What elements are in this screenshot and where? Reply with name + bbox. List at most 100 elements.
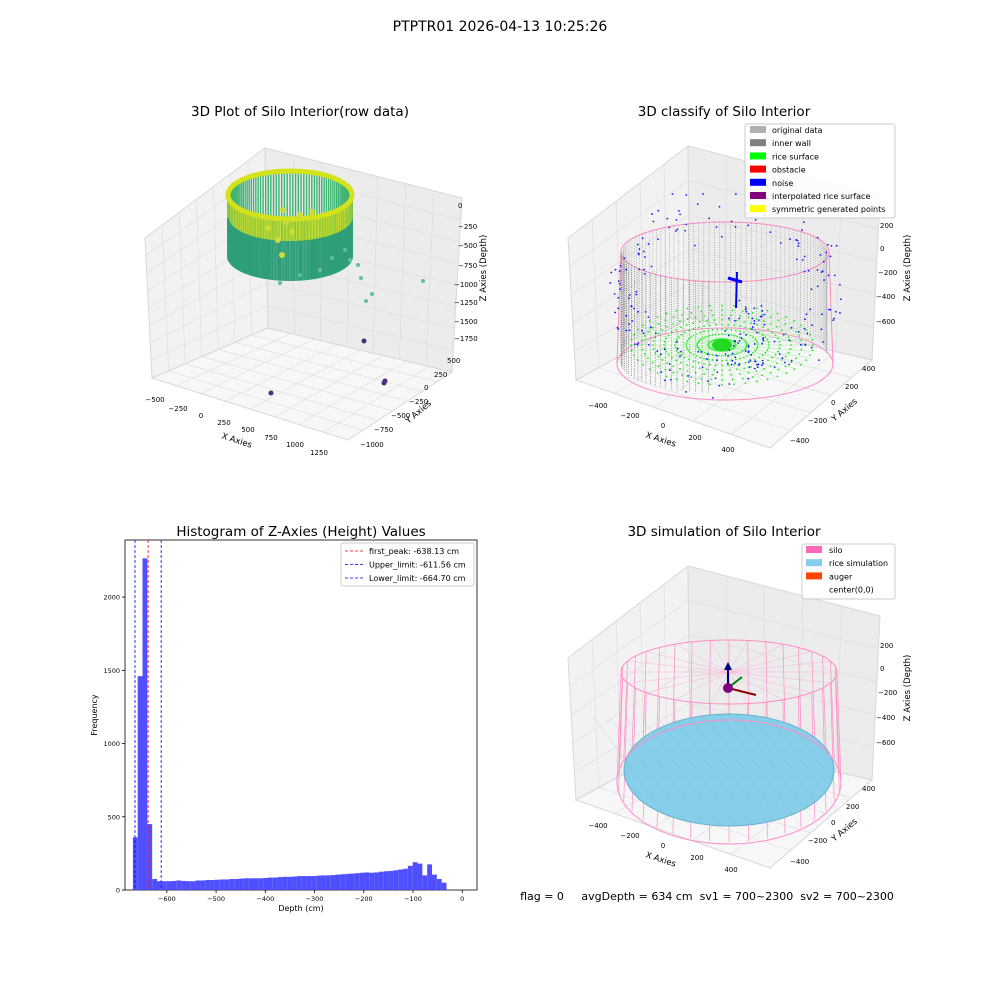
noise-point — [634, 343, 636, 346]
noise-point — [724, 330, 727, 332]
legend-label: obstacle — [772, 166, 806, 175]
histogram-bar — [393, 870, 399, 890]
rice-surface-ray — [641, 344, 723, 364]
rice-surface-point — [752, 336, 754, 339]
rice-surface-point — [747, 371, 750, 374]
noise-point — [609, 282, 612, 284]
rice-surface-point — [697, 326, 700, 329]
rice-surface-point — [679, 320, 681, 323]
noise-point — [830, 244, 833, 247]
silo-wire — [765, 641, 768, 722]
noise-point — [790, 326, 793, 329]
rice-surface-point — [742, 356, 745, 359]
rice-surface-ray — [721, 316, 786, 346]
raw-3d-plot: 3D Plot of Silo Interior(row data) −500 … — [144, 104, 489, 457]
data-point — [330, 256, 334, 260]
raw-plot-title: 3D Plot of Silo Interior(row data) — [191, 104, 409, 120]
classify-z-tick: 200 — [880, 222, 893, 230]
noise-point — [804, 318, 806, 321]
data-point — [421, 279, 425, 283]
noise-point — [706, 353, 709, 356]
noise-point — [744, 350, 747, 353]
noise-point — [809, 308, 812, 311]
legend-label: center(0,0) — [829, 586, 874, 595]
histogram-bar — [190, 881, 196, 890]
gridline — [249, 349, 361, 410]
noise-point — [668, 369, 671, 371]
rice-mesh — [672, 715, 754, 827]
rice-surface-point — [647, 330, 649, 333]
rice-surface-point — [777, 350, 779, 353]
silo-wire — [822, 655, 827, 750]
noise-point — [756, 366, 759, 369]
noise-point — [760, 315, 763, 318]
histogram-bar — [398, 869, 404, 890]
data-point — [279, 252, 285, 258]
rice-surface-point — [747, 316, 750, 319]
classify-x-tick: −200 — [620, 412, 639, 420]
noise-point — [623, 257, 626, 259]
gridline — [688, 600, 879, 650]
noise-point — [796, 239, 799, 242]
rice-surface-point — [749, 327, 752, 330]
rice-surface-point — [643, 353, 646, 355]
silo-bottom-ring — [616, 719, 842, 845]
rice-surface-point — [652, 348, 655, 350]
silo-roof-wire — [710, 671, 730, 704]
noise-point — [716, 371, 719, 374]
histogram-bar — [210, 880, 215, 890]
rice-surface-point — [680, 354, 683, 357]
noise-point — [806, 332, 809, 335]
histogram-bar — [152, 879, 157, 890]
rice-surface-point — [711, 359, 714, 361]
noise-point — [788, 339, 791, 342]
histogram-bar — [253, 878, 259, 890]
classify-y-tick: −400 — [790, 437, 809, 445]
legend-swatch — [750, 139, 766, 147]
classify-z-tick: 0 — [880, 245, 884, 253]
legend-swatch — [806, 559, 822, 567]
rice-surface-ray — [694, 306, 723, 346]
rice-surface-point — [750, 365, 752, 368]
rice-surface-point — [709, 304, 712, 307]
gridline — [323, 366, 430, 433]
noise-point — [747, 344, 750, 347]
noise-point — [647, 243, 650, 245]
histogram-bar — [157, 881, 162, 890]
rice-surface-point — [751, 376, 754, 379]
rice-surface-point — [812, 344, 814, 346]
noise-point — [753, 343, 756, 345]
raw-x-tick: 750 — [264, 434, 277, 442]
noise-point — [631, 320, 634, 322]
rice-surface-point — [766, 378, 769, 381]
simulation-y-ticks: 400 200 0 −200 −400 — [790, 785, 875, 866]
noise-point — [663, 348, 666, 351]
noise-point — [715, 354, 718, 357]
rice-surface-point — [761, 333, 764, 336]
data-point — [348, 258, 352, 262]
rice-surface-ray — [721, 305, 737, 346]
rice-surface-point — [743, 367, 746, 370]
noise-point — [734, 193, 737, 195]
rice-surface-point — [741, 310, 744, 313]
noise-cluster — [735, 271, 738, 309]
simulation-x-label: X Axies — [644, 850, 677, 869]
rice-surface-point — [708, 353, 711, 356]
rice-surface-point — [670, 356, 673, 359]
rice-surface-point — [744, 348, 746, 351]
rice-surface-point — [700, 310, 703, 313]
rice-surface-point — [776, 375, 779, 378]
rice-surface-point — [667, 334, 670, 337]
rice-surface-point — [681, 313, 683, 316]
silo-wire — [623, 682, 628, 802]
rice-surface-point — [778, 340, 781, 343]
noise-point — [636, 343, 639, 346]
legend-label: silo — [829, 546, 843, 555]
noise-point — [668, 363, 671, 365]
rice-surface-point — [642, 324, 645, 327]
noise-point — [718, 205, 721, 208]
noise-point — [613, 292, 616, 295]
histogram-bar — [229, 879, 235, 890]
rice-surface-point — [711, 334, 714, 336]
histogram-bar — [171, 880, 177, 890]
